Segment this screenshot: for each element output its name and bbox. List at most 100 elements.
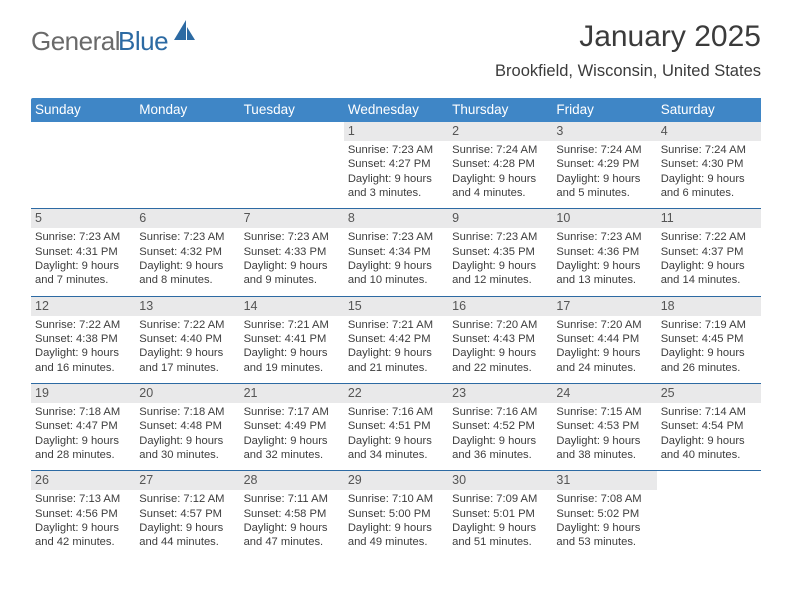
calendar-cell: 1Sunrise: 7:23 AMSunset: 4:27 PMDaylight… — [344, 122, 448, 208]
day-info-line: Sunrise: 7:19 AM — [661, 318, 757, 332]
day-info-line: Sunset: 4:42 PM — [348, 332, 444, 346]
day-info: Sunrise: 7:20 AMSunset: 4:43 PMDaylight:… — [448, 316, 552, 383]
day-number: 13 — [135, 297, 239, 316]
day-info-line: Sunrise: 7:23 AM — [35, 230, 131, 244]
day-info-line: and 30 minutes. — [139, 448, 235, 462]
day-info: Sunrise: 7:19 AMSunset: 4:45 PMDaylight:… — [657, 316, 761, 383]
day-number: 29 — [344, 471, 448, 490]
calendar-cell: 27Sunrise: 7:12 AMSunset: 4:57 PMDayligh… — [135, 471, 239, 557]
day-info: Sunrise: 7:23 AMSunset: 4:32 PMDaylight:… — [135, 228, 239, 295]
calendar-cell: 23Sunrise: 7:16 AMSunset: 4:52 PMDayligh… — [448, 384, 552, 470]
day-info: Sunrise: 7:09 AMSunset: 5:01 PMDaylight:… — [448, 490, 552, 557]
day-info-line: and 19 minutes. — [244, 361, 340, 375]
day-info-line: Daylight: 9 hours — [139, 434, 235, 448]
day-number: 17 — [552, 297, 656, 316]
day-info-line: Sunset: 4:30 PM — [661, 157, 757, 171]
day-info-line: Daylight: 9 hours — [661, 346, 757, 360]
day-info: Sunrise: 7:11 AMSunset: 4:58 PMDaylight:… — [240, 490, 344, 557]
day-number — [31, 122, 135, 141]
logo-word-1: General — [31, 26, 120, 57]
day-info-line: Daylight: 9 hours — [556, 172, 652, 186]
day-info-line: and 10 minutes. — [348, 273, 444, 287]
day-number: 26 — [31, 471, 135, 490]
day-info-line: Daylight: 9 hours — [35, 259, 131, 273]
calendar-cell: 12Sunrise: 7:22 AMSunset: 4:38 PMDayligh… — [31, 297, 135, 383]
calendar-cell: 26Sunrise: 7:13 AMSunset: 4:56 PMDayligh… — [31, 471, 135, 557]
day-number: 9 — [448, 209, 552, 228]
day-info-line: Sunset: 4:56 PM — [35, 507, 131, 521]
day-info-line: Daylight: 9 hours — [139, 346, 235, 360]
day-number: 3 — [552, 122, 656, 141]
day-info-line: Sunset: 4:45 PM — [661, 332, 757, 346]
day-info: Sunrise: 7:23 AMSunset: 4:34 PMDaylight:… — [344, 228, 448, 295]
calendar-cell: 9Sunrise: 7:23 AMSunset: 4:35 PMDaylight… — [448, 209, 552, 295]
dow-header: Saturday — [657, 98, 761, 122]
day-info-line: Sunset: 5:00 PM — [348, 507, 444, 521]
day-number: 27 — [135, 471, 239, 490]
calendar-cell: 24Sunrise: 7:15 AMSunset: 4:53 PMDayligh… — [552, 384, 656, 470]
day-info-line: and 21 minutes. — [348, 361, 444, 375]
calendar-grid: Sunday Monday Tuesday Wednesday Thursday… — [31, 98, 761, 558]
day-info: Sunrise: 7:16 AMSunset: 4:52 PMDaylight:… — [448, 403, 552, 470]
calendar-cell: 8Sunrise: 7:23 AMSunset: 4:34 PMDaylight… — [344, 209, 448, 295]
day-info-line: Sunrise: 7:18 AM — [35, 405, 131, 419]
calendar-cell — [657, 471, 761, 557]
day-info-line: and 4 minutes. — [452, 186, 548, 200]
calendar-cell: 3Sunrise: 7:24 AMSunset: 4:29 PMDaylight… — [552, 122, 656, 208]
day-info: Sunrise: 7:12 AMSunset: 4:57 PMDaylight:… — [135, 490, 239, 557]
day-info-line: Sunset: 4:37 PM — [661, 245, 757, 259]
day-number: 5 — [31, 209, 135, 228]
calendar-cell: 19Sunrise: 7:18 AMSunset: 4:47 PMDayligh… — [31, 384, 135, 470]
day-info-line: and 6 minutes. — [661, 186, 757, 200]
day-info-line: Sunset: 5:01 PM — [452, 507, 548, 521]
calendar-cell: 16Sunrise: 7:20 AMSunset: 4:43 PMDayligh… — [448, 297, 552, 383]
day-info-line: Sunrise: 7:22 AM — [139, 318, 235, 332]
day-info-line: Sunset: 4:54 PM — [661, 419, 757, 433]
day-info: Sunrise: 7:24 AMSunset: 4:29 PMDaylight:… — [552, 141, 656, 208]
day-info: Sunrise: 7:24 AMSunset: 4:30 PMDaylight:… — [657, 141, 761, 208]
day-number: 1 — [344, 122, 448, 141]
day-info: Sunrise: 7:23 AMSunset: 4:35 PMDaylight:… — [448, 228, 552, 295]
calendar-cell: 4Sunrise: 7:24 AMSunset: 4:30 PMDaylight… — [657, 122, 761, 208]
day-info-line: Sunrise: 7:12 AM — [139, 492, 235, 506]
day-info-line: Sunset: 4:43 PM — [452, 332, 548, 346]
calendar-cell: 7Sunrise: 7:23 AMSunset: 4:33 PMDaylight… — [240, 209, 344, 295]
day-number: 23 — [448, 384, 552, 403]
day-info-line: Daylight: 9 hours — [452, 172, 548, 186]
day-info-line: and 28 minutes. — [35, 448, 131, 462]
calendar-cell: 11Sunrise: 7:22 AMSunset: 4:37 PMDayligh… — [657, 209, 761, 295]
day-number: 15 — [344, 297, 448, 316]
calendar-cell: 22Sunrise: 7:16 AMSunset: 4:51 PMDayligh… — [344, 384, 448, 470]
calendar-cell: 28Sunrise: 7:11 AMSunset: 4:58 PMDayligh… — [240, 471, 344, 557]
day-info: Sunrise: 7:21 AMSunset: 4:41 PMDaylight:… — [240, 316, 344, 383]
day-info-line: Daylight: 9 hours — [139, 259, 235, 273]
day-info: Sunrise: 7:18 AMSunset: 4:47 PMDaylight:… — [31, 403, 135, 470]
day-info-line: and 40 minutes. — [661, 448, 757, 462]
day-info-line: Sunset: 4:38 PM — [35, 332, 131, 346]
day-info — [135, 141, 239, 151]
day-info: Sunrise: 7:14 AMSunset: 4:54 PMDaylight:… — [657, 403, 761, 470]
dow-header: Monday — [135, 98, 239, 122]
day-info-line: Sunset: 4:44 PM — [556, 332, 652, 346]
day-info-line: Daylight: 9 hours — [556, 434, 652, 448]
day-info-line: Sunrise: 7:23 AM — [556, 230, 652, 244]
day-info: Sunrise: 7:15 AMSunset: 4:53 PMDaylight:… — [552, 403, 656, 470]
day-info-line: Sunrise: 7:20 AM — [556, 318, 652, 332]
day-info-line: Daylight: 9 hours — [35, 346, 131, 360]
day-info-line: Sunset: 4:35 PM — [452, 245, 548, 259]
day-number: 7 — [240, 209, 344, 228]
day-number — [135, 122, 239, 141]
day-info-line: Sunrise: 7:22 AM — [35, 318, 131, 332]
day-info-line: Sunrise: 7:14 AM — [661, 405, 757, 419]
day-info-line: Daylight: 9 hours — [452, 521, 548, 535]
day-info-line: Sunrise: 7:16 AM — [452, 405, 548, 419]
day-info-line: Daylight: 9 hours — [244, 346, 340, 360]
day-info-line: Sunset: 4:53 PM — [556, 419, 652, 433]
day-info-line: Daylight: 9 hours — [348, 434, 444, 448]
day-info-line: Sunrise: 7:11 AM — [244, 492, 340, 506]
dow-header: Friday — [552, 98, 656, 122]
day-number: 25 — [657, 384, 761, 403]
calendar-cell: 13Sunrise: 7:22 AMSunset: 4:40 PMDayligh… — [135, 297, 239, 383]
day-info-line: Sunset: 4:31 PM — [35, 245, 131, 259]
day-number: 14 — [240, 297, 344, 316]
